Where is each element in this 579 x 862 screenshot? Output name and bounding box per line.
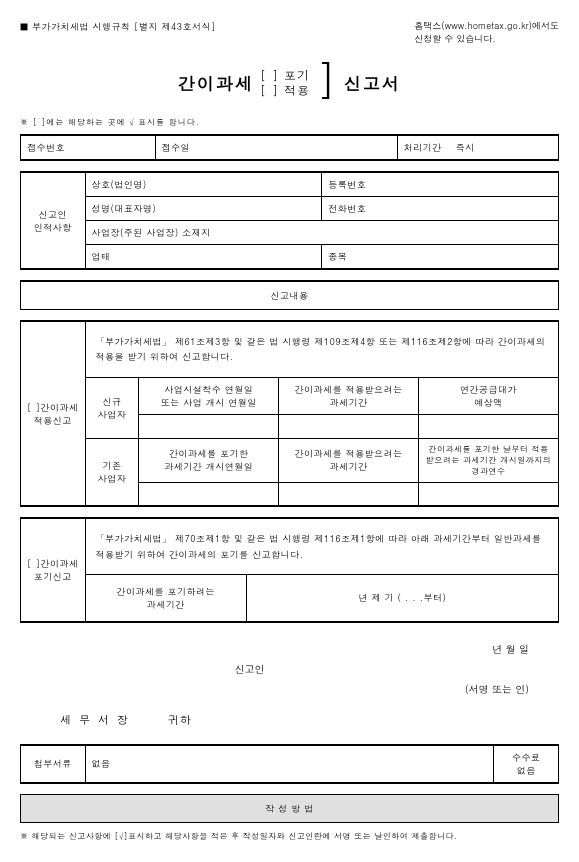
document-title: 간이과세 [ ] 포기 [ ] 적용 ] 신고서: [20, 55, 559, 111]
apply-new-v1: [139, 414, 279, 438]
method-title: 작 성 방 법: [21, 794, 559, 822]
waive-body-text: 「부가가치세법」 제70조제1항 및 같은 법 시행령 제116조제1항에 따라…: [85, 518, 558, 574]
personal-section-label: 신고인 인적사항: [21, 172, 86, 269]
receipt-date-label: 접수일: [155, 135, 397, 160]
rep-name-label: 성명(대표자명): [85, 197, 322, 221]
reg-number-label: 등록번호: [322, 172, 559, 197]
biz-type-label: 업태: [85, 245, 322, 270]
method-note: ※ 해당되는 신고사항에 [√]표시하고 해당사항을 적은 후 작성일자와 신고…: [20, 831, 559, 842]
waive-period-value: 년 제 기 ( . . .부터): [246, 574, 558, 622]
apply-exist-v1: [139, 482, 279, 506]
bracket-icon: ]: [316, 51, 338, 107]
fee-cell: 수수료 없음: [494, 745, 559, 783]
signature-stamp: (서명 또는 인): [50, 679, 529, 699]
signature-date: 년 월 일: [50, 639, 529, 659]
apply-h6: 간이과세를 포기한 날부터 적용받으려는 과세기간 개시일까지의 경과연수: [419, 438, 559, 482]
fee-value: 없음: [500, 764, 552, 777]
biz-item-label: 종목: [322, 245, 559, 270]
office-to: 귀하: [168, 713, 192, 728]
apply-exist-v3: [419, 482, 559, 506]
form-reference: ■ 부가가치세법 시행규칙 [별지 제43호서식]: [20, 20, 216, 33]
signature-block: 년 월 일 신고인 (서명 또는 인): [20, 623, 559, 709]
processing-time: 처리기간 즉시: [397, 135, 558, 160]
attachment-value: 없음: [85, 745, 494, 783]
company-name-label: 상호(법인명): [85, 172, 322, 197]
apply-h2: 간이과세를 적용받으려는 과세기간: [279, 377, 419, 414]
processing-value: 즉시: [456, 141, 475, 154]
title-part2: 신고서: [344, 71, 401, 95]
phone-label: 전화번호: [322, 197, 559, 221]
existing-business-label: 기존 사업자: [85, 438, 139, 506]
hometax-line1: 홈택스(www.hometax.go.kr)에서도: [414, 20, 559, 33]
hometax-line2: 신청할 수 있습니다.: [414, 33, 559, 46]
apply-h3: 연간공급대가 예상액: [419, 377, 559, 414]
waive-section-label: [ ]간이과세 포기신고: [21, 518, 86, 622]
reporter-label: 신고인: [235, 662, 265, 676]
waive-period-label: 간이과세를 포기하려는 과세기간: [85, 574, 246, 622]
apply-h1: 사업시설착수 연월일 또는 사업 개시 연월일: [139, 377, 279, 414]
apply-new-v3: [419, 414, 559, 438]
attachment-label: 첨부서류: [21, 745, 86, 783]
hometax-note: 홈택스(www.hometax.go.kr)에서도 신청할 수 있습니다.: [414, 20, 559, 45]
tax-office: 세무서장 귀하: [60, 713, 559, 728]
apply-h4: 간이과세를 포기한 과세기간 개시연월일: [139, 438, 279, 482]
receipt-number-label: 접수번호: [21, 135, 156, 160]
content-title: 신고내용: [21, 281, 559, 310]
title-option-apply: [ ] 적용: [260, 83, 310, 99]
new-business-label: 신규 사업자: [85, 377, 139, 438]
processing-label: 처리기간: [404, 141, 442, 154]
fee-label: 수수료: [500, 751, 552, 764]
office-name: 세무서장: [60, 713, 136, 728]
apply-exist-v2: [279, 482, 419, 506]
title-part1: 간이과세: [178, 71, 254, 95]
apply-h5: 간이과세를 적용받으려는 과세기간: [279, 438, 419, 482]
address-label: 사업장(주된 사업장) 소재지: [85, 221, 558, 245]
checkbox-note: ※ [ ]에는 해당하는 곳에 √ 표시를 합니다.: [20, 117, 559, 128]
title-option-waive: [ ] 포기: [260, 68, 310, 84]
apply-body-text: 「부가가치세법」 제61조제3항 및 같은 법 시행령 제109조제4항 또는 …: [85, 321, 558, 377]
apply-new-v2: [279, 414, 419, 438]
apply-section-label: [ ]간이과세 적용신고: [21, 321, 86, 506]
